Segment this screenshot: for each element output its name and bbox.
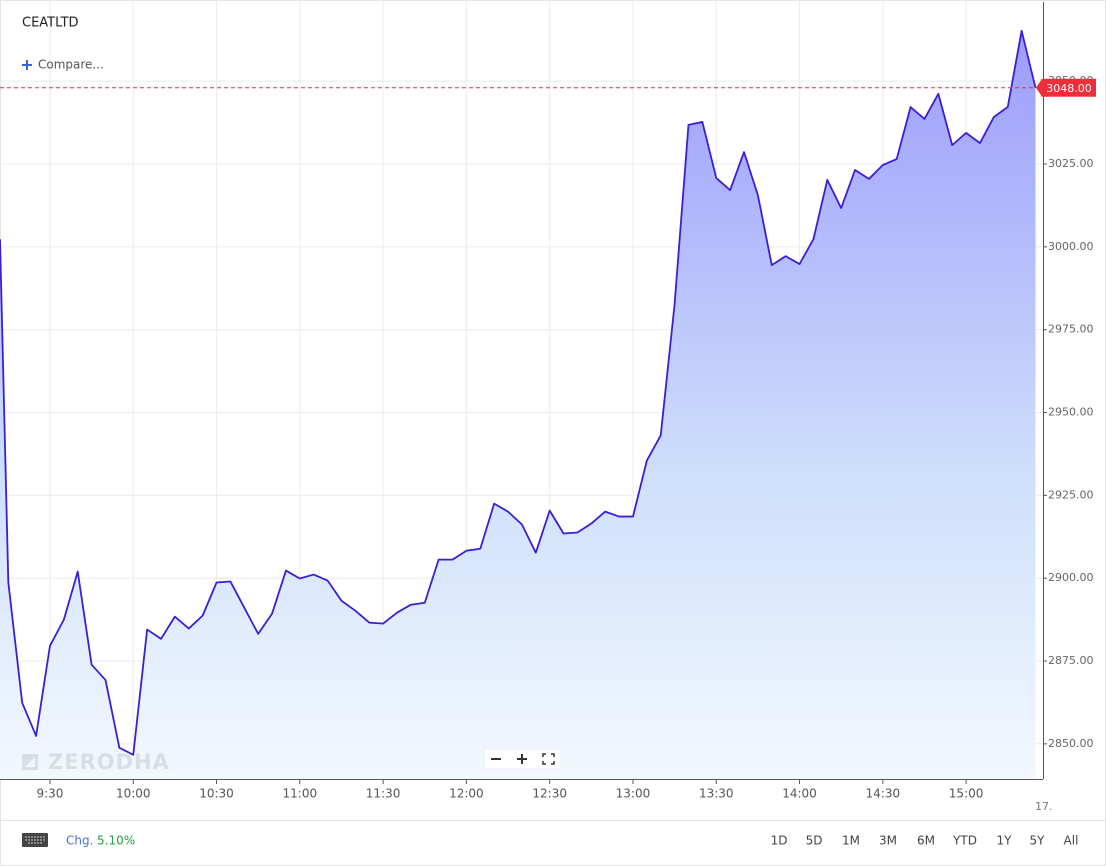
range-button[interactable]: 3M (879, 834, 897, 848)
watermark: ZERODHA (22, 750, 170, 774)
axis-date-fragment: 17. (1035, 800, 1053, 813)
y-tick-label: 2950.00 (1048, 406, 1094, 419)
symbol-title: CEATLTD (22, 16, 79, 31)
range-button[interactable]: 5D (806, 834, 823, 848)
y-tick-label: 3000.00 (1048, 240, 1094, 253)
y-tick-label: 3025.00 (1048, 157, 1094, 170)
x-tick-label: 11:30 (366, 787, 401, 801)
x-tick-label: 12:30 (532, 787, 567, 801)
y-tick-label: 2925.00 (1048, 488, 1094, 501)
watermark-text: ZERODHA (48, 750, 170, 774)
x-tick-label: 13:30 (699, 787, 734, 801)
range-button[interactable]: 1M (842, 834, 860, 848)
range-button[interactable]: 1Y (997, 834, 1013, 848)
range-button[interactable]: 1D (771, 834, 788, 848)
change-label: Chg. (66, 834, 93, 848)
compare-label[interactable]: Compare... (38, 58, 104, 72)
y-tick-label: 2975.00 (1048, 323, 1094, 336)
x-tick-label: 14:00 (782, 787, 817, 801)
range-button[interactable]: All (1064, 834, 1079, 848)
price-line (0, 29, 1037, 756)
range-button[interactable]: 5Y (1030, 834, 1046, 848)
zoom-in[interactable] (517, 754, 527, 764)
range-button[interactable]: 6M (917, 834, 935, 848)
plot-area (0, 29, 1037, 779)
last-price-badge (1036, 78, 1096, 97)
x-tick-label: 11:00 (283, 787, 318, 801)
range-buttons: 1D 5D 1M 3M 6M YTD 1Y 5Y All (771, 834, 1079, 848)
last-price-label: 3048.00 (1046, 82, 1092, 95)
compare-button[interactable]: Compare... (22, 58, 104, 72)
watermark-logo (22, 754, 38, 770)
axes: 2850.00 2875.00 2900.00 2925.00 2950.00 2975.… (36, 74, 1093, 800)
fullscreen[interactable] (542, 753, 555, 765)
x-tick-label: 15:00 (949, 787, 984, 801)
x-tick-label: 10:00 (116, 787, 151, 801)
x-tick-label: 13:00 (616, 787, 651, 801)
y-tick-label: 2850.00 (1048, 737, 1094, 750)
range-button[interactable]: YTD (952, 834, 977, 848)
area-fill (0, 30, 1036, 779)
zoom-controls (483, 748, 562, 770)
x-tick-label: 9:30 (36, 787, 63, 801)
x-tick-label: 14:30 (866, 787, 901, 801)
x-tick-label: 10:30 (199, 787, 234, 801)
fullscreen-icon (542, 753, 555, 765)
x-tick-label: 12:00 (449, 787, 484, 801)
y-tick-label: 2875.00 (1048, 654, 1094, 667)
y-tick-label: 2900.00 (1048, 571, 1094, 584)
change-value: 5.10% (97, 834, 135, 848)
keyboard-keys (25, 836, 45, 844)
keyboard-button[interactable] (22, 833, 48, 847)
